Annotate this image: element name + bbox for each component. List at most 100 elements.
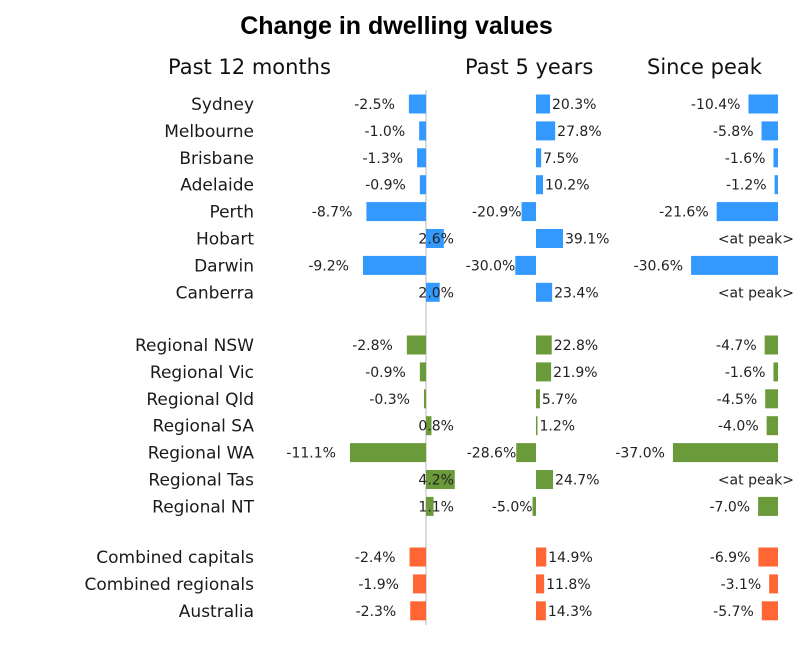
row-label-combined-capitals: Combined capitals bbox=[96, 548, 254, 568]
value-label-combined-regionals-since_peak: -3.1% bbox=[721, 577, 762, 593]
bar-combined-capitals-past_12_months bbox=[409, 547, 426, 567]
value-label-brisbane-past_12_months: -1.3% bbox=[362, 151, 403, 167]
bar-sydney-past_12_months bbox=[408, 94, 426, 114]
value-label-combined-regionals-past_12_months: -1.9% bbox=[358, 577, 399, 593]
bar-combined-capitals-past_5_years bbox=[536, 547, 547, 567]
bar-darwin-past_5_years bbox=[515, 255, 536, 275]
value-label-combined-capitals-past_5_years: 14.9% bbox=[548, 550, 592, 566]
value-label-sydney-past_12_months: -2.5% bbox=[354, 97, 395, 113]
bar-combined-regionals-past_5_years bbox=[536, 574, 545, 594]
bar-regional-nt-past_5_years bbox=[532, 496, 536, 516]
bar-regional-qld-past_12_months bbox=[423, 389, 426, 409]
bar-australia-since_peak bbox=[761, 601, 778, 621]
bar-melbourne-since_peak bbox=[761, 121, 778, 141]
bar-regional-sa-since_peak bbox=[766, 416, 778, 436]
value-label-regional-sa-since_peak: -4.0% bbox=[718, 419, 759, 435]
bar-regional-tas-past_12_months bbox=[426, 470, 455, 489]
row-label-regional-tas: Regional Tas bbox=[148, 471, 254, 491]
value-label-canberra-past_5_years: 23.4% bbox=[554, 285, 598, 301]
bar-regional-wa-since_peak bbox=[672, 443, 778, 463]
value-label-regional-sa-past_5_years: 1.2% bbox=[540, 419, 576, 435]
value-label-darwin-since_peak: -30.6% bbox=[634, 258, 684, 274]
bar-melbourne-past_5_years bbox=[536, 121, 556, 141]
bar-regional-qld-since_peak bbox=[765, 389, 778, 409]
bar-regional-nsw-since_peak bbox=[764, 335, 778, 355]
value-label-regional-tas-since_peak: <at peak> bbox=[718, 473, 793, 489]
value-label-combined-regionals-past_5_years: 11.8% bbox=[546, 577, 590, 593]
row-label-regional-vic: Regional Vic bbox=[150, 363, 254, 383]
panel-title-past-5-years: Past 5 years bbox=[465, 55, 594, 79]
bar-regional-vic-since_peak bbox=[773, 362, 778, 382]
value-label-regional-vic-past_5_years: 21.9% bbox=[553, 365, 597, 381]
bar-regional-vic-past_5_years bbox=[536, 362, 552, 382]
row-label-regional-nsw: Regional NSW bbox=[135, 336, 254, 356]
row-label-perth: Perth bbox=[209, 203, 254, 223]
bar-regional-nt-past_12_months bbox=[426, 496, 434, 516]
bar-darwin-past_12_months bbox=[362, 255, 426, 275]
value-label-regional-wa-since_peak: -37.0% bbox=[615, 446, 665, 462]
bar-combined-regionals-past_12_months bbox=[412, 574, 426, 594]
bar-sydney-since_peak bbox=[748, 94, 778, 114]
bar-brisbane-past_12_months bbox=[417, 148, 426, 168]
row-label-hobart: Hobart bbox=[196, 230, 254, 250]
value-label-regional-qld-since_peak: -4.5% bbox=[717, 392, 758, 408]
value-label-adelaide-past_5_years: 10.2% bbox=[545, 178, 589, 194]
value-label-melbourne-past_12_months: -1.0% bbox=[365, 124, 406, 140]
row-label-sydney: Sydney bbox=[191, 95, 254, 115]
value-label-darwin-past_12_months: -9.2% bbox=[308, 258, 349, 274]
value-label-regional-vic-since_peak: -1.6% bbox=[725, 365, 766, 381]
value-label-regional-nsw-past_5_years: 22.8% bbox=[554, 338, 598, 354]
bar-regional-nsw-past_12_months bbox=[406, 335, 426, 355]
bar-regional-qld-past_5_years bbox=[536, 389, 540, 409]
value-label-regional-wa-past_12_months: -11.1% bbox=[286, 446, 336, 462]
bar-combined-regionals-since_peak bbox=[769, 574, 778, 594]
bar-adelaide-since_peak bbox=[774, 175, 778, 195]
bar-melbourne-past_12_months bbox=[419, 121, 426, 141]
value-label-perth-past_5_years: -20.9% bbox=[472, 205, 522, 221]
row-label-adelaide: Adelaide bbox=[180, 176, 254, 196]
row-label-regional-nt: Regional NT bbox=[152, 497, 254, 517]
value-label-hobart-since_peak: <at peak> bbox=[718, 232, 793, 248]
value-label-hobart-past_5_years: 39.1% bbox=[565, 232, 609, 248]
bar-regional-vic-past_12_months bbox=[419, 362, 426, 382]
bar-adelaide-past_12_months bbox=[419, 175, 426, 195]
bar-australia-past_5_years bbox=[536, 601, 546, 621]
bar-canberra-past_12_months bbox=[426, 282, 440, 302]
value-label-combined-capitals-since_peak: -6.9% bbox=[710, 550, 751, 566]
value-label-regional-wa-past_5_years: -28.6% bbox=[467, 446, 517, 462]
value-label-regional-nsw-since_peak: -4.7% bbox=[716, 338, 757, 354]
row-label-melbourne: Melbourne bbox=[164, 122, 254, 142]
value-label-regional-nsw-past_12_months: -2.8% bbox=[352, 338, 393, 354]
value-label-regional-tas-past_5_years: 24.7% bbox=[555, 473, 599, 489]
bar-combined-capitals-since_peak bbox=[758, 547, 778, 567]
bar-canberra-past_5_years bbox=[536, 282, 553, 302]
bar-regional-nsw-past_5_years bbox=[536, 335, 552, 355]
value-label-brisbane-past_5_years: 7.5% bbox=[543, 151, 579, 167]
value-label-sydney-since_peak: -10.4% bbox=[691, 97, 741, 113]
bar-brisbane-since_peak bbox=[773, 148, 778, 168]
bar-regional-wa-past_5_years bbox=[516, 443, 536, 463]
bar-adelaide-past_5_years bbox=[536, 175, 544, 195]
bar-hobart-past_12_months bbox=[426, 229, 444, 248]
value-label-hobart-past_12_months: 2.6% bbox=[418, 232, 454, 248]
bar-brisbane-past_5_years bbox=[536, 148, 542, 168]
value-label-combined-capitals-past_12_months: -2.4% bbox=[355, 550, 396, 566]
value-label-perth-since_peak: -21.6% bbox=[659, 205, 709, 221]
value-label-canberra-past_12_months: 2.0% bbox=[418, 285, 454, 301]
bar-perth-past_5_years bbox=[521, 202, 536, 222]
value-label-australia-since_peak: -5.7% bbox=[713, 604, 754, 620]
value-label-brisbane-since_peak: -1.6% bbox=[725, 151, 766, 167]
value-label-melbourne-since_peak: -5.8% bbox=[713, 124, 754, 140]
chart-title: Change in dwelling values bbox=[240, 12, 553, 40]
value-label-regional-nt-since_peak: -7.0% bbox=[709, 499, 750, 515]
bar-regional-tas-past_5_years bbox=[536, 470, 554, 489]
row-label-regional-wa: Regional WA bbox=[148, 444, 255, 464]
value-label-canberra-since_peak: <at peak> bbox=[718, 285, 793, 301]
value-label-regional-sa-past_12_months: 0.8% bbox=[418, 419, 454, 435]
value-label-regional-qld-past_5_years: 5.7% bbox=[542, 392, 578, 408]
value-label-australia-past_12_months: -2.3% bbox=[356, 604, 397, 620]
bar-regional-nt-since_peak bbox=[758, 496, 778, 516]
panel-title-since-peak: Since peak bbox=[647, 55, 762, 79]
row-label-regional-sa: Regional SA bbox=[153, 417, 255, 437]
